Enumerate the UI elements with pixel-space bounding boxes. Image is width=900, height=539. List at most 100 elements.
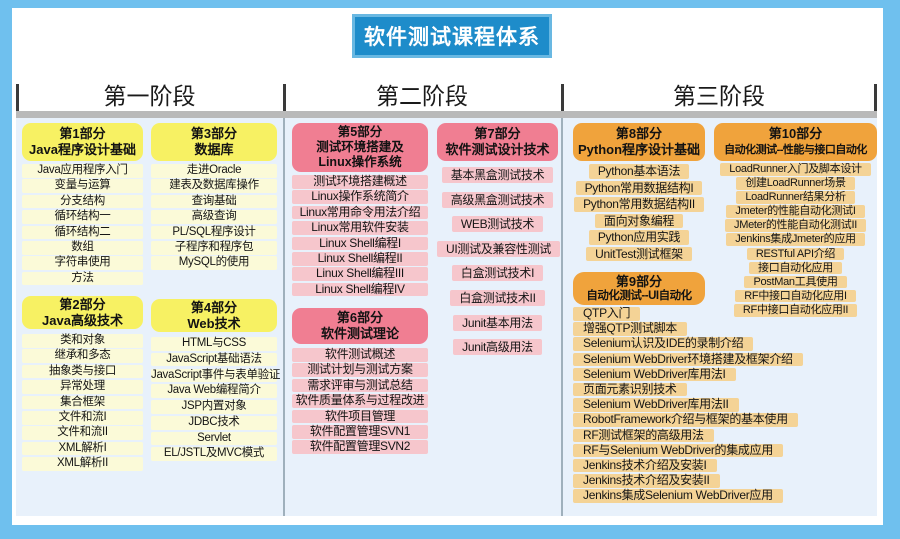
- course-item: Jenkins集成Jmeter的应用: [726, 233, 865, 247]
- stage-3-label: 第三阶段: [673, 83, 765, 109]
- course-item: 高级黑盒测试技术: [441, 191, 554, 208]
- course-item: 白盒测试技术I: [451, 265, 544, 282]
- stage-divider: [283, 118, 285, 516]
- course-item: 文件和流II: [22, 426, 143, 440]
- course-item: HTML与CSS: [151, 337, 277, 351]
- part-1-list: Java应用程序入门 变量与运算 分支结构 循环结构一 循环结构二 数组 字符串使用 方法: [22, 164, 143, 287]
- part-4-name: Web技术: [187, 315, 241, 331]
- part-10-header: 第10部分 自动化测试--性能与接口自动化: [714, 123, 877, 161]
- course-item: 高级查询: [151, 210, 277, 224]
- course-item: Selenium WebDriver环境搭建及框架介绍: [573, 352, 803, 367]
- course-item: Java应用程序入门: [22, 164, 143, 178]
- course-item: LoadRunner入门及脚本设计: [720, 163, 871, 176]
- course-item: 软件配置管理SVN1: [292, 424, 428, 439]
- part-4-list: HTML与CSS JavaScript基础语法 JavaScript事件与表单验证 J…: [151, 337, 280, 463]
- stage-1-label: 第一阶段: [103, 83, 196, 109]
- part-4-number: 第4部分: [190, 300, 238, 315]
- course-item: Selenium认识及IDE的录制介绍: [573, 337, 754, 351]
- course-item: 页面元素识别技术: [573, 382, 687, 397]
- part-5-name-line2: Linux操作系统: [318, 155, 402, 169]
- course-item: JMeter的性能自动化测试II: [725, 219, 866, 232]
- course-item: Python基本语法: [588, 164, 690, 179]
- course-item: 类和对象: [22, 334, 143, 348]
- course-item: 查询基础: [151, 194, 277, 209]
- course-item: 变量与运算: [22, 179, 143, 193]
- part-2-header: 第2部分 Java高级技术: [22, 296, 143, 329]
- course-item: 测试计划与测试方案: [292, 363, 428, 378]
- stage-underline-bar: [16, 111, 877, 118]
- stage-divider: [561, 118, 563, 516]
- course-item: 子程序和程序包: [151, 240, 277, 255]
- part-5-name: 测试环境搭建及: [316, 140, 404, 154]
- part-8-list: Python基本语法 Python常用数据结构I Python常用数据结构II 面向对…: [573, 164, 705, 263]
- part-1-name: Java程序设计基础: [29, 142, 136, 157]
- course-item: Junit高级用法: [453, 339, 542, 356]
- part-7-header: 第7部分 软件测试设计技术: [437, 123, 558, 161]
- part-1-header: 第1部分 Java程序设计基础: [22, 123, 143, 161]
- course-item: 创建LoadRunner场景: [736, 177, 855, 190]
- course-item: 抽象类与接口: [22, 364, 143, 379]
- course-item: Linux Shell编程III: [292, 267, 428, 281]
- course-item: Linux Shell编程IV: [292, 282, 428, 297]
- course-item: Servlet: [151, 431, 277, 446]
- part-8-number: 第8部分: [615, 126, 663, 141]
- course-item: 需求评审与测试总结: [292, 378, 428, 393]
- part-9-number: 第9部分: [615, 273, 663, 289]
- part-8-name: Python程序设计基础: [577, 142, 701, 157]
- course-item: JavaScript基础语法: [151, 352, 277, 367]
- course-item: 方法: [22, 271, 143, 286]
- part-10-list: LoadRunner入门及脚本设计 创建LoadRunner场景 LoadRunne…: [714, 163, 877, 318]
- course-item: JDBC技术: [151, 415, 277, 430]
- course-item: UnitTest测试框架: [586, 246, 692, 261]
- part-7-name: 软件测试设计技术: [445, 142, 550, 157]
- stage-tick: [283, 84, 286, 112]
- part-5-header: 第5部分 测试环境搭建及 Linux操作系统: [292, 123, 428, 172]
- course-item: PL/SQL程序设计: [151, 225, 277, 240]
- part-9-header: 第9部分 自动化测试--UI自动化: [573, 272, 705, 305]
- page-title-text: 软件测试课程体系: [364, 26, 540, 49]
- part-6-number: 第6部分: [336, 310, 384, 325]
- part-6-header: 第6部分 软件测试理论: [292, 308, 428, 344]
- course-item: Java Web编程简介: [151, 384, 277, 398]
- course-item: QTP入门: [573, 306, 641, 321]
- course-item: 软件测试概述: [292, 347, 428, 362]
- course-item: EL/JSTL及MVC模式: [151, 447, 277, 462]
- course-item: 集合框架: [22, 395, 143, 410]
- course-item: 循环结构二: [22, 225, 143, 240]
- course-item: LoadRunner结果分析: [736, 191, 855, 204]
- course-item: WEB测试技术: [451, 216, 544, 233]
- part-8-header: 第8部分 Python程序设计基础: [573, 123, 705, 161]
- course-item: JSP内置对象: [151, 400, 277, 414]
- course-item: XML解析II: [22, 457, 143, 471]
- course-item: Junit基本用法: [453, 314, 542, 331]
- course-item: Selenium WebDriver库用法II: [573, 398, 739, 412]
- course-item: Linux操作系统简介: [292, 190, 428, 205]
- course-item: Linux Shell编程I: [292, 236, 428, 251]
- course-item: 软件质量体系与过程改进: [292, 393, 428, 408]
- part-7-number: 第7部分: [474, 126, 521, 141]
- part-9-name: 自动化测试--UI自动化: [586, 289, 692, 302]
- course-item: 增强QTP测试脚本: [573, 322, 687, 336]
- stage-tick: [561, 84, 564, 112]
- course-item: RF中接口自动化应用I: [735, 289, 856, 303]
- part-2-list: 类和对象 继承和多态 抽象类与接口 异常处理 集合框架 文件和流I 文件和流II XML解析I…: [22, 334, 143, 473]
- part-5-number: 第5部分: [337, 125, 383, 139]
- part-6-name: 软件测试理论: [320, 326, 399, 341]
- part-2-name: Java高级技术: [42, 312, 123, 328]
- course-item: XML解析I: [22, 441, 143, 456]
- part-10-name: 自动化测试--性能与接口自动化: [724, 144, 867, 156]
- course-item: 白盒测试技术II: [450, 289, 545, 306]
- part-10-number: 第10部分: [768, 126, 823, 141]
- course-item: Selenium WebDriver库用法I: [573, 367, 736, 382]
- course-item: 异常处理: [22, 380, 143, 394]
- stage-2-label: 第二阶段: [376, 83, 468, 109]
- part-3-list: 走进Oracle 建表及数据库操作 查询基础 高级查询 PL/SQL程序设计 子程序和程序…: [151, 164, 277, 272]
- course-item: Python常用数据结构I: [575, 180, 703, 195]
- course-item: 测试环境搭建概述: [292, 174, 428, 189]
- course-item: 循环结构一: [22, 210, 143, 224]
- course-item: Jmeter的性能自动化测试I: [726, 205, 865, 218]
- course-item: 基本黑盒测试技术: [441, 167, 554, 183]
- course-item: RobotFramework介绍与框架的基本使用: [573, 413, 798, 427]
- course-item: Jenkins技术介绍及安装II: [573, 474, 720, 488]
- course-item: Jenkins技术介绍及安装I: [573, 458, 717, 473]
